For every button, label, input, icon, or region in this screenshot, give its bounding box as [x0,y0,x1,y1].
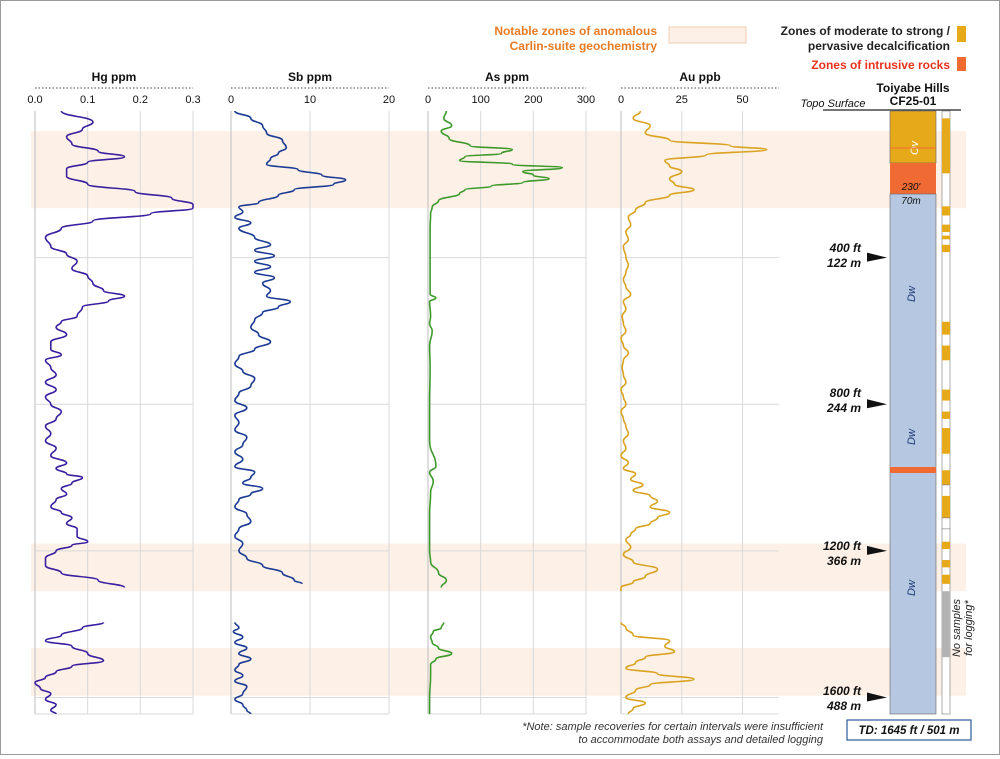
legend-decal-swatch [957,26,966,42]
decal-segment-7 [942,345,950,361]
anomalous-zone-2 [31,543,966,592]
ov-label: Ov [909,139,921,155]
series-line-2 [232,622,252,715]
depth-m-122: 122 m [827,256,861,270]
anomalous-zone-1 [31,131,966,209]
depth-ft-400: 400 ft [829,241,862,255]
panel-hg: Hg ppm 0.0 0.1 0.2 0.3 [27,70,201,715]
td-label: TD: 1645 ft / 501 m [859,725,960,737]
decal-segment-12 [942,495,950,518]
series-line-2 [620,622,695,715]
series-line-1 [234,110,347,585]
intrusive-zone-2 [890,467,936,473]
tick-label: 0.0 [27,94,42,106]
td-box [846,719,972,741]
panel-sb: Sb ppm 0 10 20 [228,70,395,715]
dw-label-1: Dw [906,285,918,302]
no-samples-text-1: No samples [951,598,963,657]
panel-as: As ppm 0 100 200 300 [425,70,595,715]
depth-ft-1600: 1600 ft [823,684,862,698]
decal-segment-1 [942,118,950,174]
legend-intrusive-swatch [957,57,966,71]
tick-label: 0.3 [185,94,200,106]
tick-label: 50 [736,94,748,106]
panel-title: Hg ppm [92,70,137,84]
no-samples-text-2: for logging* [963,599,975,655]
tick-label: 0 [425,94,431,106]
series-line-2 [428,622,453,714]
depth-m-244: 244 m [826,401,861,415]
depth-arrow-1 [867,252,887,262]
tick-label: 0 [228,94,234,106]
decal-segment-10 [942,428,950,454]
contact-m-label: 70m [901,196,920,207]
tick-label: 0 [618,94,624,106]
legend-decal-text-2: pervasive decalcification [808,39,950,53]
decal-segment-6 [942,321,950,335]
legend-zones-text-2: Carlin-suite geochemistry [510,39,658,53]
hole-id: CF25-01 [890,94,937,108]
series-line-2 [34,621,105,715]
dw-label-2: Dw [906,428,918,445]
tick-label: 25 [676,94,688,106]
tick-label: 0.1 [80,94,95,106]
depth-markers: 400 ft 122 m 800 ft 244 m 1200 ft 366 m … [823,241,887,713]
intrusive-zone-1 [890,163,936,194]
tick-label: 100 [471,94,489,106]
decal-segment-9 [942,411,950,419]
decal-segment-2 [942,206,950,216]
depth-arrow-2 [867,399,887,409]
decal-segment-8 [942,389,950,401]
decalcification-strip [941,110,951,715]
legend-zones-text-1: Notable zones of anomalous [494,24,657,38]
legend: Notable zones of anomalous Carlin-suite … [494,24,966,72]
legend-zones-swatch [668,26,747,44]
topo-surface-label: Topo Surface [800,98,865,110]
decal-segment-14 [942,560,950,568]
anomalous-zones [31,131,966,696]
ov-unit [889,110,937,164]
depth-arrow-4 [867,692,887,702]
depth-arrows [867,252,887,702]
decal-segment-4 [942,235,950,240]
tick-label: 20 [383,94,395,106]
depth-ft-1200: 1200 ft [823,539,862,553]
anomalous-zone-3 [31,648,966,696]
legend-decal-text-1: Zones of moderate to strong / [781,24,951,38]
decal-segment-11 [942,470,950,485]
depth-arrow-3 [867,545,887,555]
panel-title: Au ppb [679,70,720,84]
depth-ft-800: 800 ft [830,386,862,400]
decal-segment-3 [942,224,950,232]
panel-title: As ppm [485,70,529,84]
decal-segment-5 [942,244,950,253]
dw-unit [889,193,937,715]
note-line-1: *Note: sample recoveries for certain int… [522,721,824,733]
tick-label: 10 [304,94,316,106]
panel-au: Au ppb 0 25 50 [618,70,779,715]
panel-title: Sb ppm [288,70,332,84]
legend-intrusive-text: Zones of intrusive rocks [811,58,950,72]
tick-label: 0.2 [133,94,148,106]
depth-m-366: 366 m [827,554,861,568]
note-line-2: to accommodate both assays and detailed … [578,734,823,746]
tick-label: 300 [577,94,595,106]
depth-m-488: 488 m [826,699,861,713]
dw-label-3: Dw [906,579,918,596]
tick-label: 200 [524,94,542,106]
series-line-1 [428,110,564,588]
series-line-1 [44,110,194,589]
geochem-panels: Hg ppm 0.0 0.1 0.2 0.3 Sb ppm 0 10 20 As ppm 0 100 2… [27,70,779,715]
hole-title: Toiyabe Hills [876,81,949,95]
decal-segment-13 [942,541,950,550]
no-sample-interval [942,591,950,658]
lithology-column: Toiyabe Hills CF25-01 Topo Surface Ov 23… [800,81,961,715]
contact-ft-label: 230' [901,182,922,193]
decal-segment-15 [942,574,950,584]
series-line-1 [620,110,768,592]
